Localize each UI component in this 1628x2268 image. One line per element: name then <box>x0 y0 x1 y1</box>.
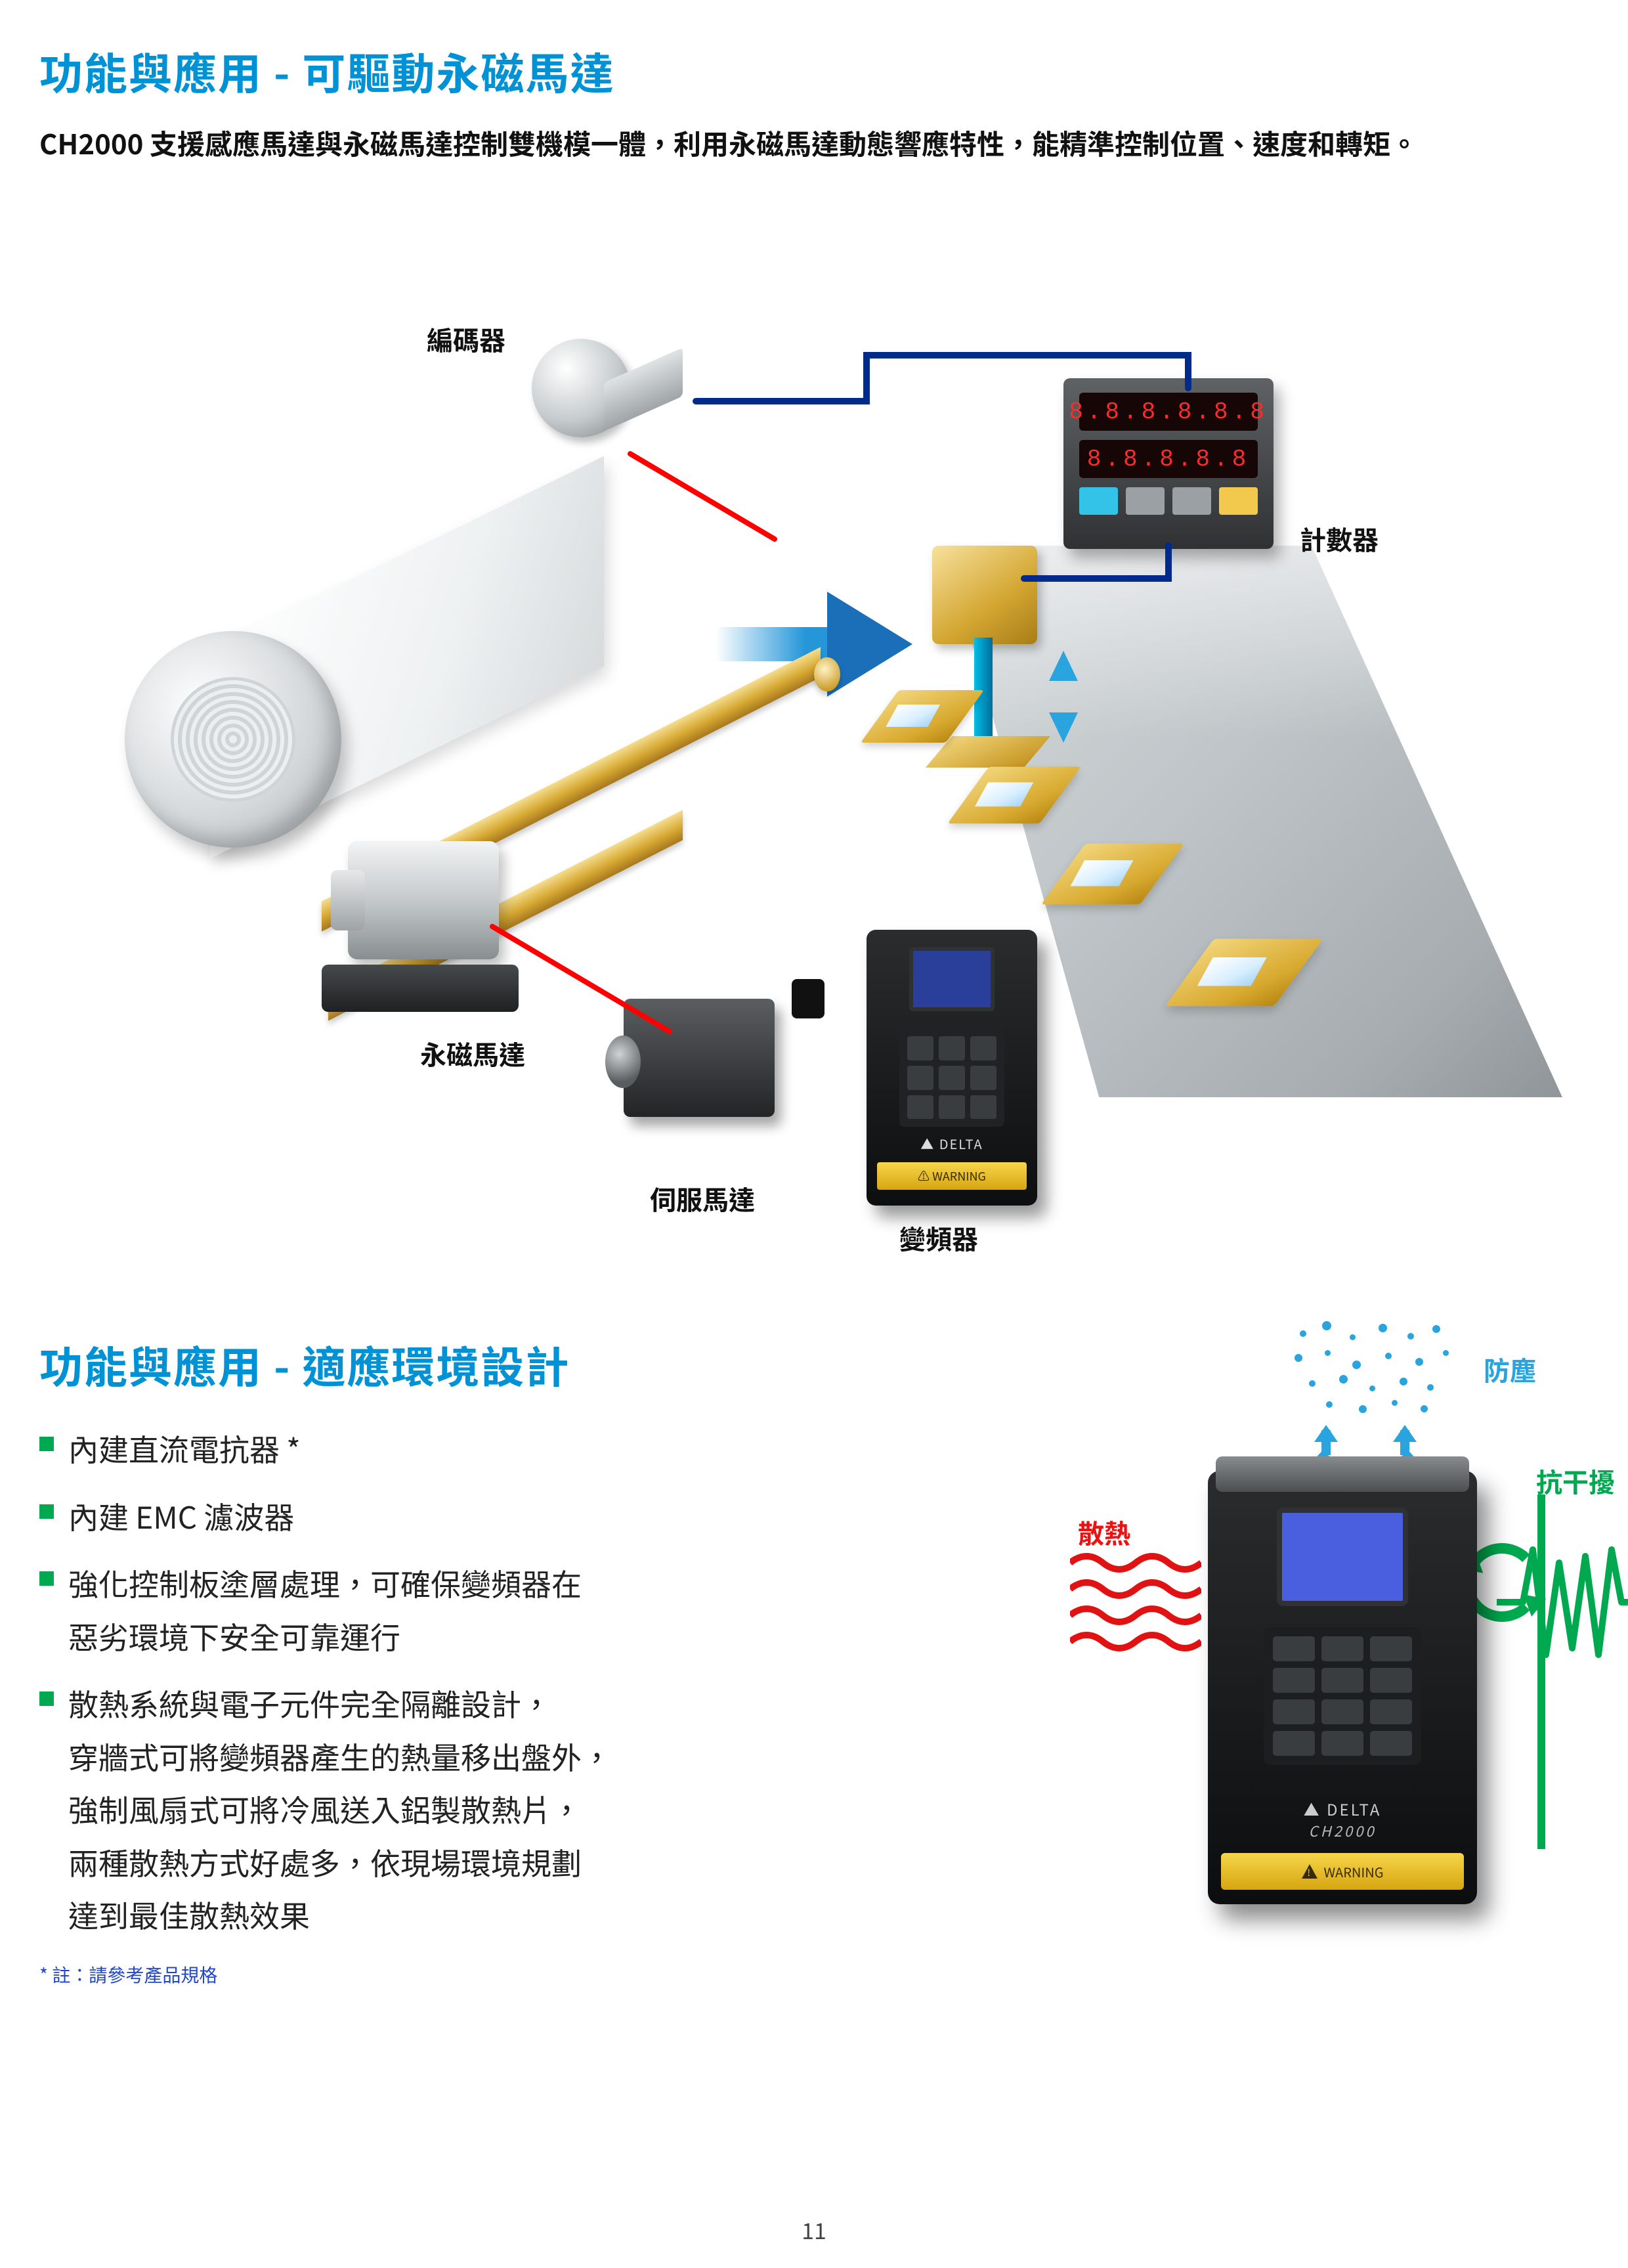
vfd-label: 變頻器 <box>899 1219 978 1257</box>
dust-dot <box>1427 1384 1434 1391</box>
dust-dot <box>1369 1385 1375 1391</box>
dust-dot <box>1400 1378 1407 1385</box>
servo-motor-device <box>597 972 821 1156</box>
dust-dot <box>1350 1334 1356 1340</box>
dust-dot <box>1421 1405 1428 1412</box>
vfd-drive-large: ▲ DELTA CH2000 WARNING <box>1208 1471 1477 1904</box>
section-environment: 功能與應用 - 適應環境設計 內建直流電抗器 *內建 EMC 濾波器強化控制板塗… <box>39 1333 1589 1988</box>
section1-subtitle: CH2000 支援感應馬達與永磁馬達控制雙機模一體，利用永磁馬達動態響應特性，能… <box>39 121 1589 165</box>
pm-motor-device <box>322 841 545 1012</box>
vfd-drive-device: ▲ DELTA ⚠ WARNING <box>867 930 1037 1206</box>
dust-dot <box>1326 1401 1333 1408</box>
counter-btn <box>1219 487 1258 515</box>
dust-dot <box>1407 1333 1414 1340</box>
dust-dot <box>1432 1325 1440 1333</box>
section-pm-motor: 功能與應用 - 可驅動永磁馬達 CH2000 支援感應馬達與永磁馬達控制雙機模一… <box>39 39 1589 1078</box>
section1-title: 功能與應用 - 可驅動永磁馬達 <box>39 39 1589 102</box>
dust-dot <box>1322 1321 1331 1330</box>
material-roll <box>125 565 466 848</box>
dust-dot <box>1300 1330 1306 1337</box>
pm-motor-label: 永磁馬達 <box>420 1034 525 1072</box>
vfd2-warning-strip: WARNING <box>1221 1853 1464 1890</box>
vfd2-model: CH2000 <box>1309 1820 1377 1841</box>
dust-dot <box>1339 1375 1348 1384</box>
vfd2-logo: ▲ DELTA <box>1304 1797 1382 1820</box>
dust-dot <box>1352 1361 1361 1369</box>
dust-dot <box>1379 1324 1387 1332</box>
dust-label: 防塵 <box>1484 1350 1536 1388</box>
servo-motor-label: 伺服馬達 <box>650 1179 755 1217</box>
encoder-device <box>532 339 689 464</box>
dust-dot <box>1295 1354 1302 1362</box>
encoder-label: 編碼器 <box>427 320 505 358</box>
counter-device: 8.8.8.8.8.8 8.8.8.8.8 <box>1063 378 1274 549</box>
environment-figure: 防塵 散熱 抗干擾 <box>998 1326 1589 1917</box>
dust-dot <box>1392 1400 1398 1406</box>
counter-label: 計數器 <box>1300 519 1379 557</box>
page-number: 11 <box>802 2213 826 2246</box>
emi-wave-icon <box>1497 1537 1628 1668</box>
counter-btn <box>1172 487 1211 515</box>
application-diagram: 編碼器 8.8.8.8.8.8 8.8.8.8.8 計數器 <box>125 270 1503 1078</box>
warning-triangle-icon <box>1302 1864 1317 1879</box>
dust-dot <box>1309 1380 1316 1387</box>
counter-btn <box>1079 487 1118 515</box>
emi-label: 抗干擾 <box>1536 1462 1615 1500</box>
counter-display-2: 8.8.8.8.8 <box>1079 440 1258 478</box>
heat-icon <box>1070 1550 1201 1661</box>
footnote: * 註：請參考產品規格 <box>39 1961 1589 1988</box>
dust-dot <box>1359 1405 1367 1413</box>
counter-btn <box>1126 487 1165 515</box>
counter-display-1: 8.8.8.8.8.8 <box>1079 393 1258 431</box>
dust-dot <box>1415 1358 1423 1366</box>
updown-arrow-icon <box>1049 651 1078 743</box>
dust-dot <box>1325 1350 1331 1356</box>
dust-dot <box>1385 1353 1392 1359</box>
dust-dot <box>1443 1350 1449 1356</box>
vfd-logo: ▲ DELTA <box>920 1134 983 1153</box>
heat-label: 散熱 <box>1078 1513 1130 1551</box>
vfd-warning-strip: ⚠ WARNING <box>877 1162 1027 1190</box>
dust-icon <box>1287 1317 1457 1416</box>
